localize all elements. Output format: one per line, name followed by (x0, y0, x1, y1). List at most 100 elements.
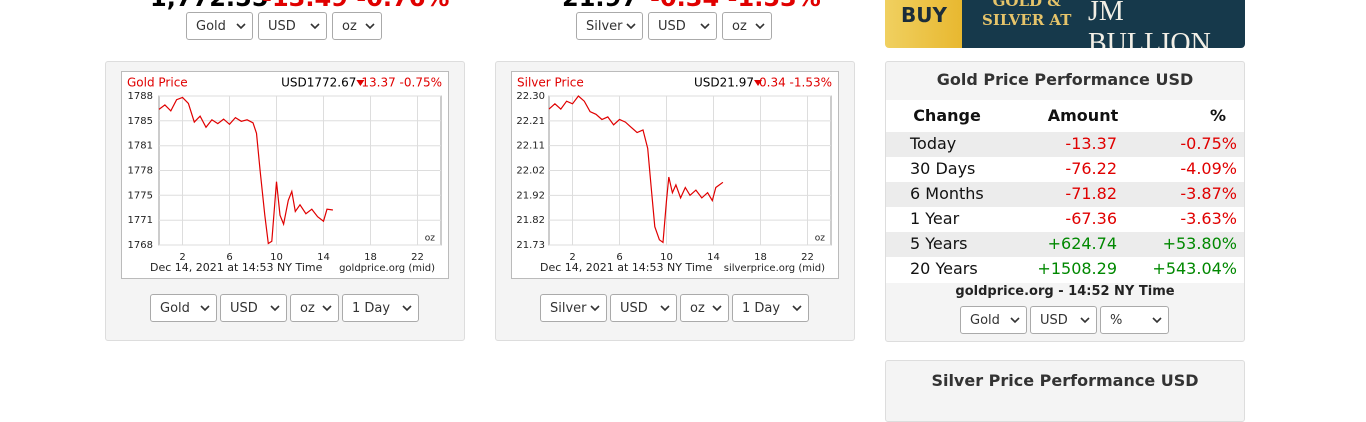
dropdown[interactable]: oz (722, 12, 772, 40)
page: 1,772.55 -13.49 -0.76% 21.97 -0.34 -1.53… (105, 0, 1245, 422)
chevron (270, 305, 280, 312)
chart-title: Gold Price (127, 76, 188, 90)
row-bg (886, 257, 1244, 282)
chevron (1152, 317, 1162, 324)
y-tick-label: 1768 (128, 240, 153, 251)
chevron (700, 23, 710, 30)
chevron (792, 305, 802, 312)
period: 1 Year (910, 209, 960, 228)
x-tick-label: 6 (226, 252, 232, 263)
percent: +53.80% (1162, 234, 1237, 253)
price-label: USD21.97 (694, 76, 754, 90)
performance-table: Change Amount% Today -13.37 -0.75% 30 Days -76… (886, 100, 1244, 303)
chevron (626, 23, 636, 30)
y-tick-label: 1771 (128, 215, 153, 226)
silver-performance-card: Silver Price Performance USD (885, 360, 1245, 422)
chart-title: Silver Price (517, 76, 584, 90)
timestamp: Dec 14, 2021 at 14:53 NY Time (150, 261, 323, 274)
dropdown[interactable]: 1 Day (732, 294, 809, 322)
percent: -0.75% (1180, 134, 1237, 153)
gold-card: 1768 1771 1775 1778 1781 1785 1788 2 6 10 14 18 22 Go… (105, 61, 465, 341)
percent: -4.09% (1180, 159, 1237, 178)
silver-card: 21.73 21.82 21.92 22.02 22.11 22.21 22.30 2 6 10 1… (495, 61, 855, 341)
dropdown[interactable]: Silver (540, 294, 607, 322)
y-tick-label: 22.30 (516, 91, 545, 102)
dropdown[interactable]: USD (610, 294, 677, 322)
row-bg (886, 182, 1244, 207)
y-tick-label: 21.92 (516, 190, 545, 201)
banner[interactable]: BUY GOLD & SILVER AT JM BULLION (885, 0, 1245, 48)
x-tick-label: 18 (364, 252, 377, 263)
x-tick-label: 22 (411, 252, 424, 263)
y-tick-label: 21.82 (516, 215, 545, 226)
dropdown[interactable]: USD (648, 12, 717, 40)
unit-label: oz (815, 234, 826, 244)
x-tick-label: 10 (660, 252, 673, 263)
y-tick-label: 21.73 (516, 240, 545, 251)
x-tick-label: 14 (707, 252, 720, 263)
timestamp: Dec 14, 2021 at 14:53 NY Time (540, 261, 713, 274)
unit-label: oz (425, 234, 436, 244)
down-arrow (356, 80, 365, 86)
change-label: 13.37 -0.75% (361, 76, 442, 90)
chart: 1768 1771 1775 1778 1781 1785 1788 2 6 10 14 18 22 Go… (121, 71, 449, 279)
dropdown[interactable]: USD (220, 294, 287, 322)
x-tick-label: 2 (179, 252, 185, 263)
y-tick-label: 1788 (128, 91, 153, 102)
dropdown[interactable]: Gold (150, 294, 217, 322)
dropdown[interactable]: oz (332, 12, 382, 40)
chevron (200, 305, 210, 312)
silver-performance-title: Silver Price Performance USD (931, 371, 1199, 390)
silver-change: -0.34 -1.53% (650, 0, 821, 12)
performance-card: Gold Price Performance USD Change Amount%… (885, 61, 1245, 342)
x-tick-label: 14 (317, 252, 330, 263)
y-tick-label: 22.02 (516, 166, 545, 177)
banner-brand: JM BULLION (1088, 0, 1211, 48)
column-header: Amount (1047, 106, 1119, 125)
price-label: USD1772.67 (281, 76, 356, 90)
change-label: 0.34 -1.53% (759, 76, 832, 90)
source: silverprice.org (mid) (724, 263, 825, 274)
period: 30 Days (910, 159, 976, 178)
dropdown[interactable]: Gold (960, 306, 1027, 334)
y-tick-label: 1781 (128, 141, 153, 152)
amount: +1508.29 (1037, 259, 1117, 278)
y-tick-label: 1785 (128, 116, 153, 127)
dropdown[interactable]: oz (680, 294, 729, 322)
period: Today (910, 134, 957, 153)
period: 6 Months (910, 184, 984, 203)
amount: -71.82 (1065, 184, 1117, 203)
chevron (402, 305, 412, 312)
amount: +624.74 (1047, 234, 1117, 253)
down-arrow (754, 80, 763, 86)
dropdown[interactable]: Silver (576, 12, 643, 40)
amount: -67.36 (1065, 209, 1117, 228)
y-tick-label: 22.11 (516, 141, 545, 152)
dropdown[interactable]: 1 Day (342, 294, 419, 322)
chevron (236, 23, 246, 30)
percent: -3.87% (1180, 184, 1237, 203)
banner-line2: SILVER AT (982, 11, 1072, 29)
price-line (548, 95, 724, 244)
amount: -13.37 (1065, 134, 1117, 153)
row-bg (886, 132, 1244, 157)
dropdown[interactable]: USD (258, 12, 327, 40)
banner-buy: BUY (901, 3, 947, 27)
chevron (712, 305, 722, 312)
row-bg (886, 157, 1244, 182)
dropdown[interactable]: oz (290, 294, 339, 322)
x-tick-label: 18 (754, 252, 767, 263)
dropdown[interactable]: Gold (186, 12, 253, 40)
silver-price: 21.97 (562, 0, 638, 12)
y-tick-label: 1775 (128, 190, 153, 201)
chevron (365, 23, 375, 30)
percent: -3.63% (1180, 209, 1237, 228)
amount: -76.22 (1065, 159, 1117, 178)
dropdown[interactable]: % (1100, 306, 1169, 334)
gold-price: 1,772.55 (150, 0, 268, 12)
row-bg (886, 207, 1244, 232)
period: 20 Years (910, 259, 978, 278)
y-tick-label: 22.21 (516, 116, 545, 127)
dropdown[interactable]: USD (1030, 306, 1097, 334)
chart: 21.73 21.82 21.92 22.02 22.11 22.21 22.30 2 6 10 1… (511, 71, 839, 279)
